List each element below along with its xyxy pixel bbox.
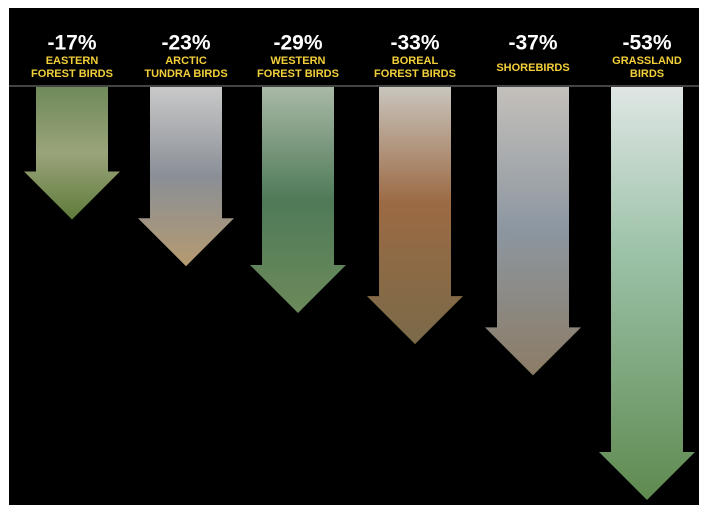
category-label: BOREAL: [392, 55, 439, 67]
category-label: FOREST BIRDS: [374, 68, 456, 80]
arrow: [485, 87, 581, 376]
category-label: GRASSLAND: [612, 55, 682, 67]
background: [9, 8, 699, 505]
arrow: [138, 87, 234, 267]
arrow: [24, 87, 120, 220]
category-label: FOREST BIRDS: [257, 68, 339, 80]
category-label: SHOREBIRDS: [496, 62, 569, 74]
category-label: EASTERN: [46, 55, 99, 67]
value-label: -17%: [47, 32, 96, 55]
value-label: -53%: [622, 32, 671, 55]
value-label: -29%: [273, 32, 322, 55]
value-label: -23%: [161, 32, 210, 55]
arrow: [599, 87, 695, 500]
category-label: BIRDS: [630, 68, 664, 80]
value-label: -37%: [508, 32, 557, 55]
category-label: FOREST BIRDS: [31, 68, 113, 80]
category-label: TUNDRA BIRDS: [144, 68, 227, 80]
category-label: WESTERN: [271, 55, 326, 67]
category-label: ARCTIC: [165, 55, 207, 67]
arrow: [250, 87, 346, 313]
arrow: [367, 87, 463, 345]
value-label: -33%: [390, 32, 439, 55]
